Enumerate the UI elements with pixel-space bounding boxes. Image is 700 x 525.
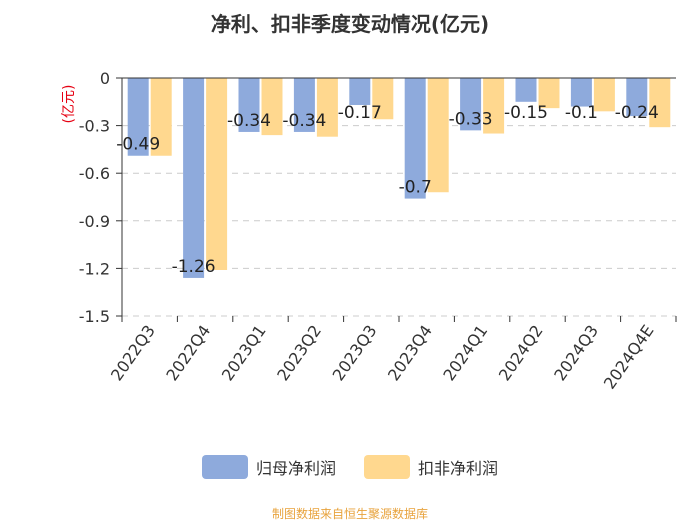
bar-deducted-profit bbox=[206, 78, 228, 270]
y-tick-label: -0.9 bbox=[79, 212, 110, 231]
legend-swatch-net-profit bbox=[201, 455, 248, 479]
x-tick-label: 2024Q3 bbox=[550, 321, 602, 384]
bar-net-profit bbox=[404, 78, 426, 199]
data-label: -0.15 bbox=[504, 103, 548, 123]
bar-net-profit bbox=[460, 78, 482, 131]
legend-label-deducted-profit: 扣非净利润 bbox=[418, 459, 499, 478]
legend-swatch-deducted-profit bbox=[364, 455, 410, 479]
bar-deducted-profit bbox=[427, 78, 449, 193]
bar-deducted-profit bbox=[372, 78, 394, 120]
data-label: -0.1 bbox=[565, 103, 598, 123]
bar-net-profit bbox=[626, 78, 648, 117]
legend-item-net-profit[interactable]: 归母净利润 bbox=[201, 455, 336, 479]
y-tick-label: -1.5 bbox=[79, 307, 110, 326]
data-label: -0.49 bbox=[116, 135, 160, 155]
x-tick-label: 2022Q4 bbox=[162, 321, 214, 384]
bar-net-profit bbox=[183, 78, 205, 278]
data-label: -0.33 bbox=[449, 109, 493, 129]
y-tick-label: 0 bbox=[100, 69, 110, 88]
y-axis-title: (亿元) bbox=[61, 85, 77, 124]
x-tick-label: 2023Q2 bbox=[273, 321, 325, 384]
bar-net-profit bbox=[238, 78, 260, 132]
bar-net-profit bbox=[293, 78, 315, 132]
data-label: -0.34 bbox=[282, 111, 326, 131]
bar-net-profit bbox=[349, 78, 371, 105]
data-label: -0.17 bbox=[338, 103, 382, 123]
x-tick-label: 2023Q3 bbox=[329, 321, 381, 384]
bar-deducted-profit bbox=[538, 78, 560, 109]
data-label: -0.24 bbox=[615, 103, 659, 123]
x-tick-label: 2024Q2 bbox=[495, 321, 547, 384]
bar-deducted-profit bbox=[649, 78, 671, 128]
data-label: -1.26 bbox=[172, 257, 216, 277]
x-tick-label: 2023Q1 bbox=[218, 321, 270, 384]
legend-label-net-profit: 归母净利润 bbox=[255, 459, 336, 478]
chart-title: 净利、扣非季度变动情况(亿元) bbox=[210, 12, 490, 36]
x-tick-label: 2023Q4 bbox=[384, 321, 436, 384]
bar-deducted-profit bbox=[261, 78, 283, 136]
x-tick-label: 2024Q1 bbox=[439, 321, 491, 384]
bar-net-profit bbox=[515, 78, 537, 102]
bar-net-profit bbox=[127, 78, 149, 156]
data-label: -0.34 bbox=[227, 111, 271, 131]
x-tick-label: 2024Q4E bbox=[600, 321, 658, 392]
bar-deducted-profit bbox=[316, 78, 338, 137]
data-label: -0.7 bbox=[399, 178, 432, 198]
y-tick-label: -1.2 bbox=[79, 259, 110, 278]
bar-deducted-profit bbox=[593, 78, 615, 112]
source-note: 制图数据来自恒生聚源数据库 bbox=[271, 507, 428, 521]
x-tick-label: 2022Q3 bbox=[107, 321, 159, 384]
bar-net-profit bbox=[570, 78, 592, 107]
y-tick-label: -0.6 bbox=[79, 164, 110, 183]
legend-item-deducted-profit[interactable]: 扣非净利润 bbox=[364, 455, 498, 479]
y-tick-label: -0.3 bbox=[79, 117, 110, 136]
bar-deducted-profit bbox=[483, 78, 505, 134]
bar-deducted-profit bbox=[150, 78, 172, 156]
legend: 归母净利润 扣非净利润 bbox=[0, 455, 700, 479]
